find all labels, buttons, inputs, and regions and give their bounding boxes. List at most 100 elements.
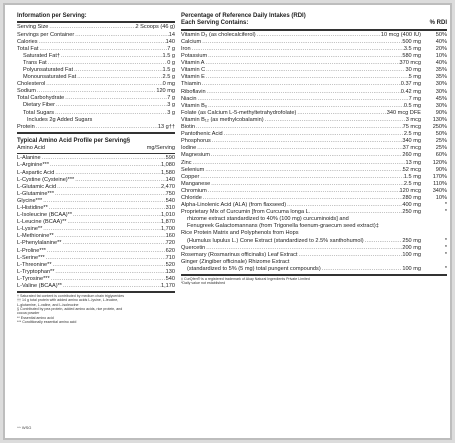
nutrition-row: Includes 2g Added Sugars xyxy=(17,117,175,124)
row-label: (Humulus lupulus L.) Cone Extract (stand… xyxy=(187,237,364,244)
row-value: 100 mg xyxy=(402,251,421,258)
rdi-subtitle-row: Each Serving Contains: % RDI xyxy=(181,20,447,27)
row-label: L-Tyrosine*** xyxy=(17,275,50,282)
leader-dots xyxy=(211,138,402,145)
nutrition-row: Dietary Fiber 3 g xyxy=(17,102,175,109)
information-per-serving-section: Information per Serving: Serving Size 2 S… xyxy=(17,13,175,324)
leader-dots xyxy=(207,188,400,195)
right-footnotes: ‡ CurQfen® is a registered trademark of … xyxy=(181,277,447,286)
proprietary-row: (Humulus lupulus L.) Cone Extract (stand… xyxy=(181,238,447,245)
rdi-row: Calcium 500 mg 40% xyxy=(181,39,447,46)
leader-dots xyxy=(72,212,161,219)
leader-dots xyxy=(38,39,166,46)
row-value: 2.5 g xyxy=(162,74,175,81)
row-value: 140 xyxy=(165,176,175,183)
row-value: 1,580 xyxy=(161,169,175,176)
amino-acid-row: L-Isoleucine (BCAA)** 1,010 xyxy=(17,212,175,219)
row-rdi-percent: 10% xyxy=(435,194,447,201)
nutrition-row: Total Carbohydrate 7 g xyxy=(17,95,175,102)
row-value: 620 xyxy=(165,247,175,254)
row-rdi-percent: 90% xyxy=(435,166,447,173)
pct-rdi-header: % RDI xyxy=(429,20,447,27)
leader-dots xyxy=(364,238,403,245)
leader-dots xyxy=(195,124,403,131)
row-value: 500 mg xyxy=(402,38,421,45)
row-value: 0 mg xyxy=(162,81,175,88)
row-label: L-Arginine*** xyxy=(17,162,50,169)
leader-dots xyxy=(74,177,165,184)
row-rdi-percent: 25% xyxy=(435,145,447,152)
row-label: Calcium xyxy=(181,38,202,45)
row-value: 13 mg xyxy=(405,159,421,166)
amino-acid-col-label: Amino Acid xyxy=(17,145,45,152)
row-label: Rice Protein Matrix and Polyphenols from… xyxy=(181,230,299,237)
leader-dots xyxy=(55,102,167,109)
row-label: Biotin xyxy=(181,124,195,131)
row-rdi-percent: 30% xyxy=(435,102,447,109)
divider xyxy=(181,274,447,276)
row-label: Total Sugars xyxy=(23,109,55,116)
leader-dots xyxy=(223,131,404,138)
leader-dots xyxy=(205,245,402,252)
row-value: 13 g†† xyxy=(157,123,175,130)
row-value: 1.5 g xyxy=(162,52,175,59)
row-rdi-percent: 170% xyxy=(432,173,447,180)
leader-dots xyxy=(42,198,165,205)
row-rdi-percent: 35% xyxy=(435,67,447,74)
row-label: Manganese xyxy=(181,180,211,187)
row-value: 400 mg xyxy=(402,202,421,209)
row-label: Ginger (Zingiber officinale) Rhizome Ext… xyxy=(181,258,290,265)
row-value: 750 xyxy=(165,190,175,197)
row-label: Glycine*** xyxy=(17,197,43,204)
amino-acid-title: Typical Amino Acid Profile per Serving§ xyxy=(17,137,131,144)
leader-dots xyxy=(73,67,162,74)
row-value: 140 xyxy=(165,38,175,45)
row-value: 250 mg xyxy=(402,237,421,244)
rdi-row: Iron 3.5 mg 20% xyxy=(181,46,447,53)
amino-acid-row: L-Proline*** 620 xyxy=(17,248,175,255)
rdi-row: Magnesium 260 mg 60% xyxy=(181,152,447,159)
row-value: 1.5 g xyxy=(162,66,175,73)
supplement-facts-panel: Information per Serving: Serving Size 2 S… xyxy=(3,3,452,440)
row-rdi-percent: 40% xyxy=(435,60,447,67)
leader-dots xyxy=(60,53,163,60)
nutrition-row: Sodium 120 mg xyxy=(17,88,175,95)
leader-dots xyxy=(201,81,401,88)
row-label: Alpha-Linolenic Acid (ALA) (from flaxsee… xyxy=(181,202,287,209)
row-label: Serving Size xyxy=(17,24,49,31)
leader-dots xyxy=(64,95,167,102)
row-label: Iron xyxy=(181,46,191,52)
row-value: 3 g xyxy=(167,102,175,109)
amino-acid-row: L-Aspartic Acid 1,580 xyxy=(17,170,175,177)
row-label: L-Threonine** xyxy=(17,261,52,268)
row-value: 5 mg xyxy=(408,74,421,81)
amino-acid-row: L-Threonine** 520 xyxy=(17,262,175,269)
leader-dots xyxy=(36,88,156,95)
row-value: 0 g xyxy=(167,59,175,66)
row-rdi-percent: 30% xyxy=(435,81,447,88)
rdi-row: Alpha-Linolenic Acid (ALA) (from flaxsee… xyxy=(181,202,447,209)
row-rdi-percent: 250% xyxy=(432,124,447,131)
row-rdi-percent: 10% xyxy=(435,53,447,60)
row-value: 7 g xyxy=(167,95,175,102)
row-label: Niacin xyxy=(181,95,197,102)
row-label: Fenugreek Galactomannans (from Trigonell… xyxy=(187,223,379,230)
row-value: 720 xyxy=(165,240,175,247)
row-label: Servings per Container xyxy=(17,31,75,38)
row-rdi-percent: * xyxy=(444,251,447,258)
row-value: 2 Scoops (46 g) xyxy=(135,24,176,31)
amino-acid-row: L-Glutamic Acid 2,470 xyxy=(17,184,175,191)
footnote: †† 14 g total protein with added amino a… xyxy=(17,298,119,303)
rdi-row: Vitamin B₁₂ (as methylcobalamin) 3 mcg 130… xyxy=(181,117,447,124)
row-value: 1,170 xyxy=(161,283,175,289)
nutrition-row: Trans Fat 0 g xyxy=(17,60,175,67)
leader-dots xyxy=(264,117,406,124)
row-label: Vitamin A xyxy=(181,60,205,67)
rdi-row: Thiamin 0.37 mg 30% xyxy=(181,81,447,88)
leader-dots xyxy=(191,46,404,53)
row-value: 75 mcg xyxy=(402,124,421,131)
amino-acid-row: L-Histidine** 310 xyxy=(17,205,175,212)
amino-acid-row: L-Alanine 590 xyxy=(17,155,175,162)
amino-acid-column-header: Amino Acid mg/Serving xyxy=(17,145,175,152)
leader-dots xyxy=(61,240,165,247)
